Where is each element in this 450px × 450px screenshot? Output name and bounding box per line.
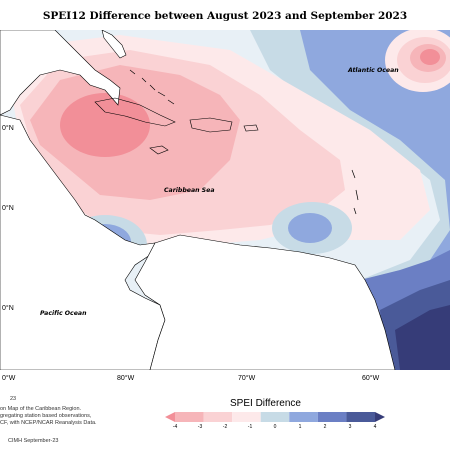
lon-label-3: 70°W (238, 375, 256, 382)
legend-swatch (289, 412, 318, 422)
cuba-island (94, 97, 176, 127)
legend-tick-label: -2 (222, 424, 228, 430)
lon-label-4: 60°W (362, 375, 380, 382)
note-line-1: on Map of the Caribbean Region. (0, 406, 82, 412)
legend-swatch (175, 412, 204, 422)
caribbean-sea-label: Caribbean Sea (164, 187, 215, 194)
legend-arrow-left (165, 412, 175, 422)
legend-swatch (203, 412, 233, 422)
legend-swatch (346, 412, 375, 422)
legend-tick-label: 1 (298, 424, 302, 430)
legend-swatch (317, 412, 347, 422)
lon-label-2: 80°W (117, 375, 135, 382)
bahamas-islands (129, 69, 175, 105)
legend-tick-label: 0 (273, 424, 277, 430)
note-line-2: gregating station based observations, (0, 413, 92, 419)
lat-label-2: 0°N (2, 205, 14, 212)
legend-title: SPEI Difference (230, 398, 301, 409)
south-america-land (134, 234, 396, 370)
note-number: 23 (10, 396, 17, 402)
legend-tick-label: 2 (323, 424, 327, 430)
hispaniola-island (189, 117, 233, 133)
legend-tick-label: -3 (197, 424, 203, 430)
legend-tick-label: 4 (373, 424, 377, 430)
red-contour-ne-4 (420, 49, 440, 65)
legend-tick-label: -4 (172, 424, 178, 430)
legend-tick-label: 3 (348, 424, 352, 430)
lat-label-1: 0°N (2, 125, 14, 132)
blue-contour-venezuela-2 (288, 213, 332, 243)
legend-swatch (260, 412, 290, 422)
florida-land (101, 30, 127, 59)
note-credit: CIMH September-23 (8, 438, 59, 444)
note-line-3: CF, with NCEP/NCAR Reanalysis Data. (0, 420, 97, 426)
atlantic-ocean-label: Atlantic Ocean (347, 66, 399, 74)
lesser-antilles-islands (351, 169, 359, 215)
puerto-rico-island (243, 124, 259, 132)
lat-label-3: 0°N (2, 305, 14, 312)
spei-map: Atlantic Ocean Caribbean Sea Pacific Oce… (0, 30, 450, 370)
legend-arrow-right (375, 412, 385, 422)
legend-colorbar (165, 412, 385, 422)
blue-contour-se-4 (395, 305, 450, 370)
legend-swatch (232, 412, 261, 422)
jamaica-island (149, 145, 169, 155)
legend-tick-label: -1 (247, 424, 253, 430)
red-contour-caribbean-4 (60, 93, 150, 157)
pacific-ocean-label: Pacific Ocean (40, 310, 87, 317)
north-america-land (0, 30, 121, 116)
map-title: SPEI12 Difference between August 2023 an… (42, 10, 408, 22)
lon-label-1: 0°W (2, 375, 16, 382)
